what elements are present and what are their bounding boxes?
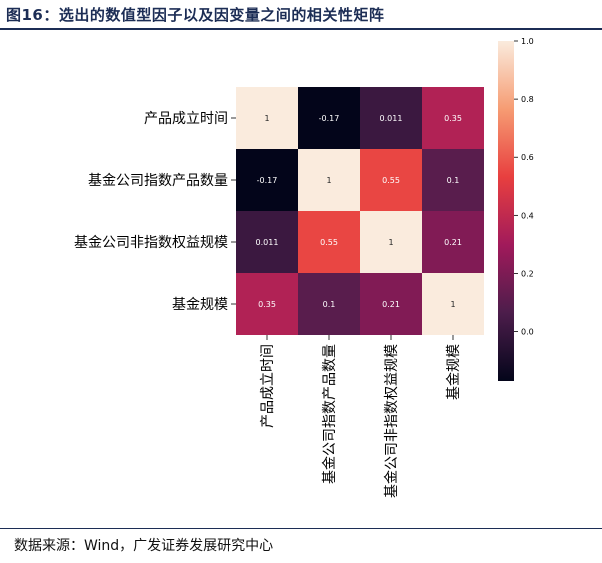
heatmap-cell	[298, 273, 360, 335]
cell-value-label: 0.011	[256, 238, 279, 247]
column-label: 基金规模	[445, 344, 462, 400]
heatmap-cell	[236, 87, 298, 149]
column-label: 基金公司非指数权益规模	[383, 344, 400, 498]
heatmap-cell	[422, 211, 484, 273]
figure-title: 图16：选出的数值型因子以及因变量之间的相关性矩阵	[6, 6, 385, 24]
cell-value-label: 0.011	[380, 114, 403, 123]
heatmap-cell	[298, 149, 360, 211]
row-label: 基金公司指数产品数量	[88, 172, 228, 189]
row-label: 基金规模	[172, 296, 228, 313]
colorbar-tick-label: 0.4	[521, 211, 534, 220]
heatmap-cells: 1 -0.17 0.011 0.35 -0.17 1 0.55 0.1 0.011 0.55 1 0.…	[236, 87, 484, 335]
cell-value-label: 0.21	[444, 238, 462, 247]
cell-value-label: -0.17	[257, 176, 278, 185]
cell-value-label: 0.55	[382, 176, 400, 185]
cell-value-label: 0.35	[258, 300, 276, 309]
cell-value-label: 1	[326, 176, 331, 185]
heatmap-cell	[236, 273, 298, 335]
column-labels: 产品成立时间 基金公司指数产品数量 基金公司非指数权益规模 基金规模	[260, 335, 462, 498]
cell-value-label: 0.21	[382, 300, 400, 309]
cell-value-label: 1	[264, 114, 269, 123]
colorbar: 0.0 0.2 0.4 0.6 0.8 1.0	[498, 37, 534, 381]
cell-value-label: 0.1	[447, 176, 460, 185]
colorbar-gradient	[498, 41, 514, 381]
colorbar-tick-label: 0.2	[521, 269, 534, 278]
heatmap-cell	[360, 273, 422, 335]
cell-value-label: 0.35	[444, 114, 462, 123]
heatmap-cell	[298, 87, 360, 149]
heatmap-cell	[422, 149, 484, 211]
heatmap-cell	[360, 149, 422, 211]
cell-value-label: -0.17	[319, 114, 340, 123]
cell-value-label: 0.55	[320, 238, 338, 247]
cell-value-label: 0.1	[323, 300, 336, 309]
heatmap-cell	[236, 149, 298, 211]
row-label: 基金公司非指数权益规模	[74, 234, 228, 251]
data-source: 数据来源：Wind，广发证券发展研究中心	[14, 538, 274, 554]
column-label: 产品成立时间	[260, 344, 276, 428]
colorbar-tick-label: 1.0	[521, 37, 534, 46]
cell-value-label: 1	[450, 300, 455, 309]
correlation-heatmap: 1 -0.17 0.011 0.35 -0.17 1 0.55 0.1 0.011 0.55 1 0.…	[74, 37, 534, 498]
colorbar-tick-label: 0.6	[521, 153, 534, 162]
colorbar-tick-label: 0.8	[521, 95, 534, 104]
row-label: 产品成立时间	[144, 111, 228, 127]
heatmap-cell	[236, 211, 298, 273]
colorbar-tick-label: 0.0	[521, 328, 534, 337]
heatmap-cell	[422, 87, 484, 149]
heatmap-cell	[298, 211, 360, 273]
heatmap-cell	[360, 87, 422, 149]
column-label: 基金公司指数产品数量	[321, 344, 338, 484]
cell-value-label: 1	[388, 238, 393, 247]
heatmap-cell	[422, 273, 484, 335]
title-rule	[0, 28, 602, 30]
source-rule	[0, 528, 602, 529]
heatmap-cell	[360, 211, 422, 273]
